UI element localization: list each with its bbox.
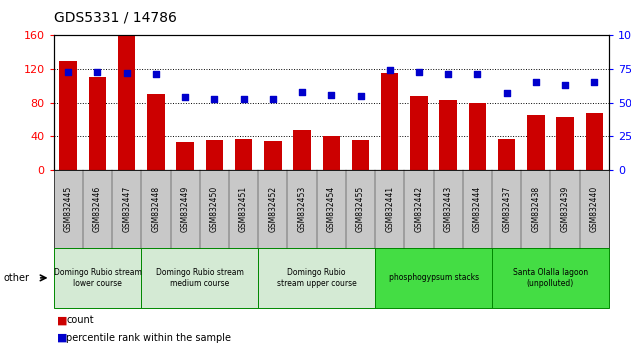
Point: [443, 72, 453, 77]
Text: GSM832450: GSM832450: [210, 186, 219, 232]
Point: [326, 92, 336, 97]
Bar: [206, 139, 223, 170]
Bar: [557, 117, 574, 170]
Text: GSM832446: GSM832446: [93, 186, 102, 232]
Text: GSM832447: GSM832447: [122, 186, 131, 232]
Point: [473, 72, 483, 77]
Text: GSM832451: GSM832451: [239, 186, 248, 232]
Bar: [118, 35, 136, 170]
Text: GSM832448: GSM832448: [151, 186, 160, 232]
Text: count: count: [66, 315, 94, 325]
Bar: [235, 139, 252, 170]
Text: other: other: [3, 273, 29, 283]
Point: [531, 80, 541, 85]
Bar: [381, 73, 399, 170]
Bar: [89, 78, 106, 170]
Text: GSM832444: GSM832444: [473, 186, 482, 232]
Bar: [527, 115, 545, 170]
Bar: [439, 100, 457, 170]
Bar: [322, 136, 340, 170]
Point: [385, 68, 395, 73]
Bar: [177, 142, 194, 170]
Point: [589, 80, 599, 85]
Text: ■: ■: [57, 333, 68, 343]
Bar: [351, 141, 369, 170]
Text: GSM832437: GSM832437: [502, 186, 511, 232]
Text: Domingo Rubio stream
lower course: Domingo Rubio stream lower course: [54, 268, 141, 287]
Bar: [469, 103, 486, 170]
Bar: [59, 61, 77, 170]
Text: GSM832449: GSM832449: [180, 186, 190, 232]
Point: [92, 69, 102, 75]
Text: GSM832453: GSM832453: [298, 186, 307, 232]
Text: Domingo Rubio stream
medium course: Domingo Rubio stream medium course: [156, 268, 244, 287]
Text: GDS5331 / 14786: GDS5331 / 14786: [54, 11, 177, 25]
Text: GSM832445: GSM832445: [64, 186, 73, 232]
Text: GSM832455: GSM832455: [356, 186, 365, 232]
Point: [209, 96, 220, 102]
Text: GSM832452: GSM832452: [268, 186, 277, 232]
Text: GSM832438: GSM832438: [531, 186, 540, 232]
Point: [502, 90, 512, 96]
Point: [122, 70, 132, 76]
Text: phosphogypsum stacks: phosphogypsum stacks: [389, 273, 479, 282]
Text: GSM832440: GSM832440: [590, 186, 599, 232]
Point: [151, 72, 161, 77]
Text: percentile rank within the sample: percentile rank within the sample: [66, 333, 231, 343]
Bar: [586, 113, 603, 170]
Point: [355, 93, 365, 99]
Text: GSM832454: GSM832454: [327, 186, 336, 232]
Point: [560, 82, 570, 88]
Point: [239, 96, 249, 102]
Point: [414, 69, 424, 75]
Point: [63, 69, 73, 75]
Text: GSM832443: GSM832443: [444, 186, 452, 232]
Bar: [498, 139, 516, 170]
Bar: [147, 94, 165, 170]
Bar: [293, 130, 311, 170]
Point: [268, 96, 278, 102]
Text: GSM832441: GSM832441: [386, 186, 394, 232]
Text: Domingo Rubio
stream upper course: Domingo Rubio stream upper course: [277, 268, 357, 287]
Point: [180, 95, 190, 100]
Text: GSM832439: GSM832439: [560, 186, 570, 232]
Text: Santa Olalla lagoon
(unpolluted): Santa Olalla lagoon (unpolluted): [513, 268, 588, 287]
Bar: [264, 141, 281, 170]
Point: [297, 89, 307, 95]
Text: GSM832442: GSM832442: [415, 186, 423, 232]
Bar: [410, 96, 428, 170]
Text: ■: ■: [57, 315, 68, 325]
